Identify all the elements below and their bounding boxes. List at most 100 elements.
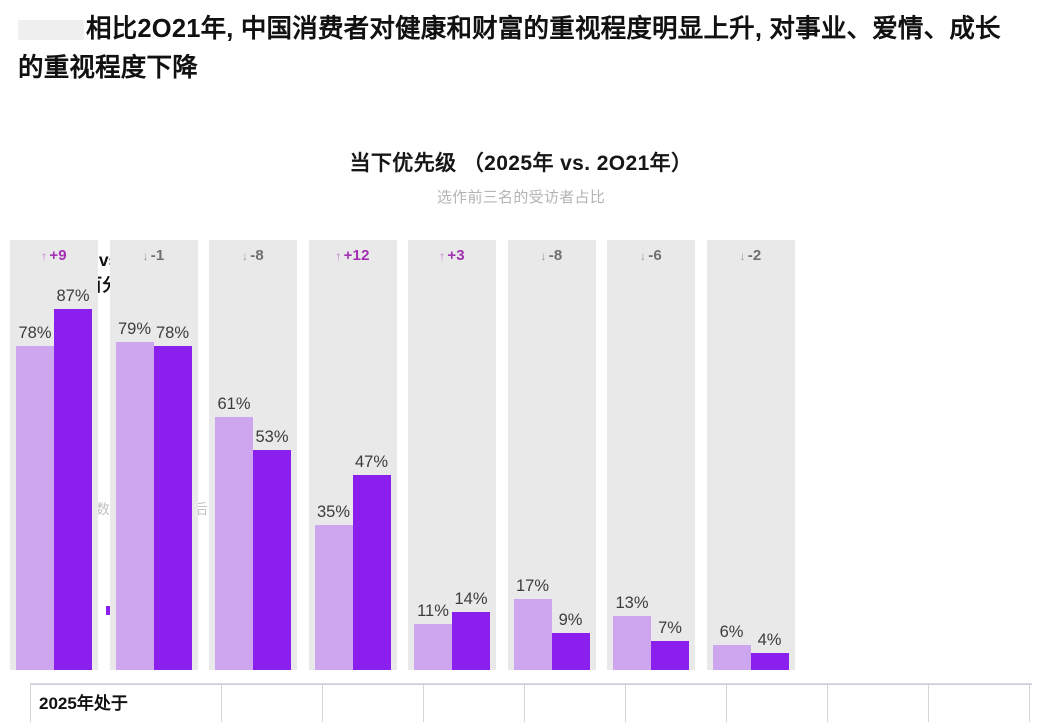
bar-wrapper: 78% (153, 255, 192, 670)
delta-badge: ↓ -6 (607, 247, 695, 264)
bar-group: 13% 7% (613, 255, 689, 670)
bar-group: 61% 53% (215, 255, 291, 670)
arrow-down-icon: ↓ (540, 249, 547, 263)
delta-value: +3 (447, 247, 465, 264)
bar-value-label: 11% (417, 602, 449, 621)
chart-title: 当下优先级 （2025年 vs. 2O21年） (349, 152, 693, 175)
delta-badge: ↑ +12 (309, 247, 397, 264)
delta-badge: ↓ -8 (508, 247, 596, 264)
chart-column: ↓ -6 13% 7% (607, 240, 695, 685)
delta-value: -8 (548, 247, 563, 264)
arrow-down-icon: ↓ (640, 249, 647, 263)
bar-group: 11% 14% (414, 255, 490, 670)
chart-column: ↑ +3 11% 14% (408, 240, 496, 685)
page-headline: 相比2O21年, 中国消费者对健康和财富的重视程度明显上升, 对事业、爱情、成长… (0, 10, 1042, 88)
chart-column: ↓ -2 6% 4% (706, 240, 795, 685)
delta-value: -2 (747, 247, 762, 264)
delta-badge: ↓ -1 (110, 247, 198, 264)
bar-2021年[interactable] (215, 416, 253, 670)
bar-value-label: 78% (18, 324, 52, 343)
bar-wrapper: 6% (712, 255, 751, 670)
bar-2021年[interactable] (613, 616, 651, 670)
redacted-block (18, 20, 84, 41)
bar-2021年[interactable] (414, 624, 452, 670)
arrow-up-icon: ↑ (41, 249, 48, 263)
delta-value: +9 (49, 247, 67, 264)
column-band (706, 240, 795, 670)
delta-value: -1 (150, 247, 165, 264)
bar-value-label: 4% (757, 631, 782, 650)
bar-wrapper: 7% (651, 255, 689, 670)
bar-value-label: 35% (316, 502, 351, 521)
bar-wrapper: 53% (253, 255, 291, 670)
bar-group: 79% 78% (115, 255, 192, 670)
table-cell (828, 685, 929, 722)
bar-group: 35% 47% (314, 255, 391, 670)
column-band (408, 240, 496, 670)
bar-2025年[interactable] (750, 653, 789, 670)
bar-value-label: 9% (558, 610, 583, 629)
bar-group: 17% 9% (513, 255, 590, 670)
bar-value-label: 17% (515, 577, 550, 596)
bar-2025年[interactable] (651, 640, 689, 670)
bar-2025年[interactable] (153, 346, 192, 670)
bar-wrapper: 4% (750, 255, 789, 670)
bar-value-label: 6% (719, 623, 744, 642)
bar-2025年[interactable] (54, 308, 92, 670)
bar-value-label: 78% (155, 324, 190, 343)
bottom-table-row: 2025年处于 (30, 684, 1032, 722)
headline-text: 相比2O21年, 中国消费者对健康和财富的重视程度明显上升, 对事业、爱情、成长… (18, 15, 1001, 82)
table-cell (929, 685, 1030, 722)
table-cell (525, 685, 626, 722)
bar-value-label: 79% (117, 320, 152, 339)
bar-value-label: 14% (454, 589, 488, 608)
bar-2021年[interactable] (314, 524, 353, 670)
bar-value-label: 87% (56, 286, 90, 305)
chart-baseline (30, 683, 1032, 685)
bar-value-label: 47% (354, 452, 389, 471)
bar-2025年[interactable] (551, 632, 590, 670)
bar-wrapper: 35% (314, 255, 353, 670)
bar-value-label: 53% (255, 428, 289, 447)
arrow-down-icon: ↓ (142, 249, 149, 263)
table-cell (222, 685, 323, 722)
bar-wrapper: 13% (613, 255, 651, 670)
bar-2021年[interactable] (16, 346, 54, 670)
chart-subtitle: 选作前三名的受访者占比 (436, 189, 606, 206)
bar-group: 78% 87% (16, 255, 92, 670)
delta-value: -8 (250, 247, 264, 264)
bar-2025年[interactable] (253, 450, 291, 670)
bar-2021年[interactable] (712, 645, 751, 670)
chart-column: ↑ +9 78% 87% (10, 240, 98, 685)
chart-column: ↓ -8 61% 53% (209, 240, 297, 685)
bar-wrapper: 87% (54, 255, 92, 670)
chart-column: ↓ -1 79% 78% (109, 240, 198, 685)
bar-wrapper: 79% (115, 255, 154, 670)
table-cell-label: 2025年处于 (30, 685, 222, 722)
table-cell (626, 685, 727, 722)
arrow-up-icon: ↑ (335, 249, 342, 263)
delta-badge: ↑ +3 (408, 247, 496, 264)
table-cell (323, 685, 424, 722)
arrow-up-icon: ↑ (439, 249, 446, 263)
chart-column: ↑ +12 35% 47% (308, 240, 397, 685)
delta-value: +12 (343, 247, 370, 264)
bar-wrapper: 61% (215, 255, 253, 670)
bar-2021年[interactable] (115, 342, 154, 670)
bar-group: 6% 4% (712, 255, 789, 670)
arrow-down-icon: ↓ (739, 249, 746, 263)
bar-2025年[interactable] (352, 474, 391, 670)
bar-2025年[interactable] (452, 611, 490, 670)
delta-badge: ↑ +9 (10, 247, 98, 264)
delta-badge: ↓ -2 (707, 247, 795, 264)
bar-wrapper: 14% (452, 255, 490, 670)
column-band (607, 240, 695, 670)
bar-wrapper: 11% (414, 255, 452, 670)
arrow-down-icon: ↓ (242, 249, 249, 263)
chart-column: ↓ -8 17% 9% (507, 240, 596, 685)
bar-wrapper: 47% (352, 255, 391, 670)
bar-wrapper: 17% (513, 255, 552, 670)
column-band (507, 240, 596, 670)
delta-value: -6 (648, 247, 662, 264)
bar-2021年[interactable] (513, 599, 552, 670)
